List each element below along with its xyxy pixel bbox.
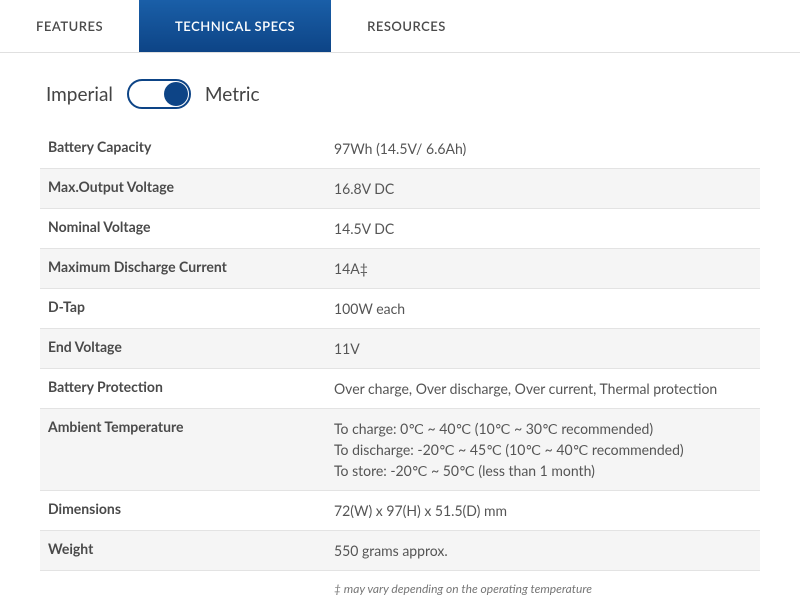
spec-row: Dimensions72(W) x 97(H) x 51.5(D) mm (40, 491, 760, 531)
unit-toggle[interactable] (127, 79, 191, 109)
spec-label: Dimensions (48, 500, 334, 521)
spec-row: Nominal Voltage14.5V DC (40, 209, 760, 249)
spec-value: 97Wh (14.5V/ 6.6Ah) (334, 138, 466, 159)
spec-value: 550 grams approx. (334, 540, 448, 561)
spec-label: Nominal Voltage (48, 218, 334, 239)
spec-value: 16.8V DC (334, 178, 394, 199)
spec-label: Max.Output Voltage (48, 178, 334, 199)
spec-label: Weight (48, 540, 334, 561)
spec-row: Max.Output Voltage16.8V DC (40, 169, 760, 209)
spec-value: 72(W) x 97(H) x 51.5(D) mm (334, 500, 507, 521)
spec-row: Battery ProtectionOver charge, Over disc… (40, 369, 760, 409)
spec-label: Maximum Discharge Current (48, 258, 334, 279)
spec-value: To charge: 0℃ ~ 40℃ (10℃ ~ 30℃ recommend… (334, 418, 684, 481)
spec-row: Ambient TemperatureTo charge: 0℃ ~ 40℃ (… (40, 409, 760, 491)
spec-label: D-Tap (48, 298, 334, 319)
spec-value: Over charge, Over discharge, Over curren… (334, 378, 717, 399)
tab-technical-specs[interactable]: TECHNICAL SPECS (139, 0, 331, 52)
spec-content: Imperial Metric Battery Capacity97Wh (14… (0, 53, 800, 606)
unit-toggle-row: Imperial Metric (46, 79, 760, 109)
footnote: ‡ may vary depending on the operating te… (40, 571, 760, 596)
spec-label: Battery Protection (48, 378, 334, 399)
toggle-label-metric[interactable]: Metric (205, 83, 260, 106)
tab-resources[interactable]: RESOURCES (331, 0, 482, 52)
spec-value: 11V (334, 338, 360, 359)
spec-value: 14.5V DC (334, 218, 394, 239)
tab-features[interactable]: FEATURES (0, 0, 139, 52)
spec-row: End Voltage11V (40, 329, 760, 369)
spec-label: Battery Capacity (48, 138, 334, 159)
spec-label: Ambient Temperature (48, 418, 334, 481)
toggle-knob (164, 82, 188, 106)
spec-value: 14A‡ (334, 258, 368, 279)
spec-value: 100W each (334, 298, 405, 319)
spec-label: End Voltage (48, 338, 334, 359)
toggle-label-imperial[interactable]: Imperial (46, 83, 113, 106)
spec-table: Battery Capacity97Wh (14.5V/ 6.6Ah)Max.O… (40, 129, 760, 571)
spec-row: D-Tap100W each (40, 289, 760, 329)
tab-bar: FEATURES TECHNICAL SPECS RESOURCES (0, 0, 800, 53)
spec-row: Battery Capacity97Wh (14.5V/ 6.6Ah) (40, 129, 760, 169)
spec-row: Weight 550 grams approx. (40, 531, 760, 571)
spec-row: Maximum Discharge Current14A‡ (40, 249, 760, 289)
